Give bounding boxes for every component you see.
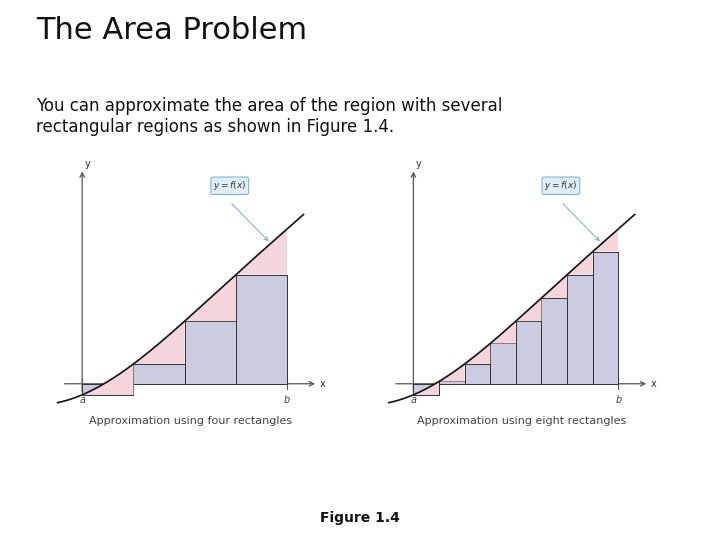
Bar [567,275,593,384]
Text: x: x [651,379,657,389]
Text: Approximation using eight rectangles: Approximation using eight rectangles [418,416,626,426]
Bar [439,381,464,384]
Bar [236,275,287,384]
Text: a: a [410,395,416,405]
Text: You can approximate the area of the region with several
rectangular regions as s: You can approximate the area of the regi… [36,97,503,136]
Bar [413,384,439,395]
Bar [516,321,541,384]
Text: b: b [615,395,621,405]
Bar [593,252,618,384]
Bar [490,343,516,384]
Text: y: y [415,159,421,168]
Bar [464,364,490,384]
Text: $y = f(x)$: $y = f(x)$ [544,179,577,192]
Text: Figure 1.4: Figure 1.4 [320,511,400,525]
Text: $y = f(x)$: $y = f(x)$ [213,179,246,192]
Text: x: x [320,379,325,389]
Text: The Area Problem: The Area Problem [36,16,307,45]
Bar [184,321,236,384]
Bar [541,298,567,384]
Bar [82,384,133,395]
Text: y: y [84,159,90,168]
Bar [133,364,184,384]
Text: a: a [79,395,85,405]
Text: Approximation using four rectangles: Approximation using four rectangles [89,416,292,426]
Text: b: b [284,395,290,405]
